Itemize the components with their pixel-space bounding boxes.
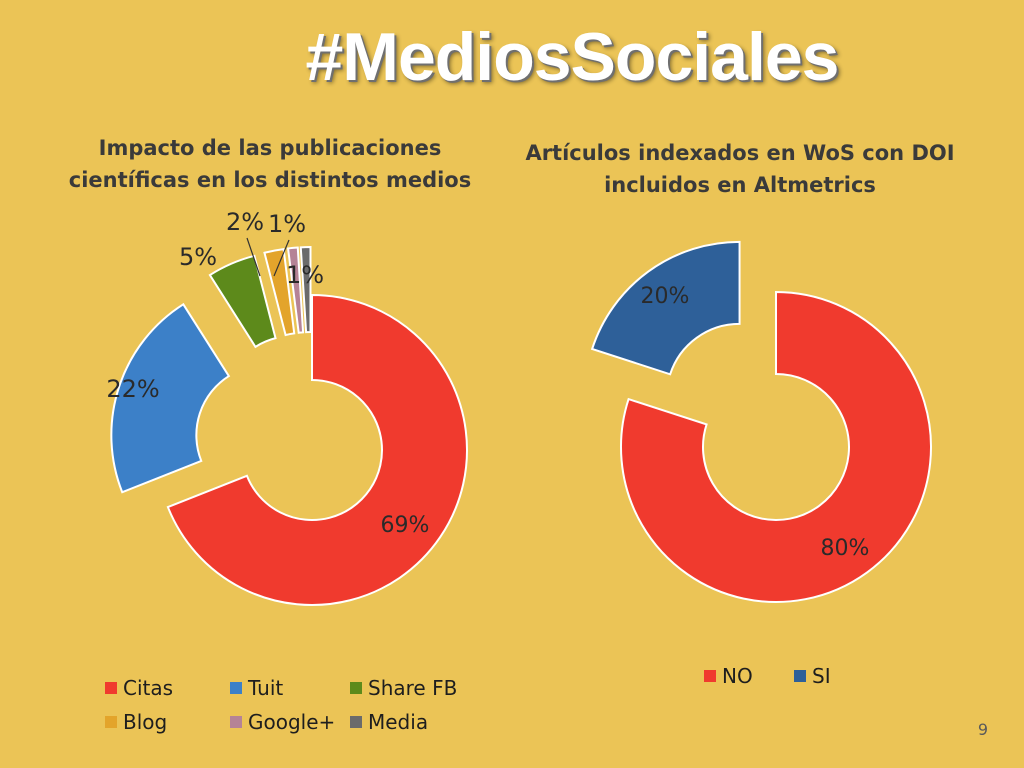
legend-item-no: NO <box>704 664 753 688</box>
legend-item-google: Google+ <box>230 710 335 734</box>
legend-swatch <box>350 682 362 694</box>
data-label-no-1: 80% <box>821 536 870 561</box>
data-label-si-1: 20% <box>641 284 690 309</box>
slide-title: #MediosSociales <box>305 19 839 95</box>
data-label-media-0: 1% <box>286 261 324 289</box>
data-label-citas-0: 69% <box>381 513 430 538</box>
legend-swatch <box>105 682 117 694</box>
slice-media-0 <box>299 246 312 334</box>
chart-title-impacto: Impacto de las publicaciones científicas… <box>68 136 472 192</box>
chart-title-articulos: Artículos indexados en WoS con DOI inclu… <box>525 141 955 197</box>
legend-label: Tuit <box>248 676 284 700</box>
slice-share-fb-0 <box>208 254 277 349</box>
legend-item-share-fb: Share FB <box>350 676 457 700</box>
legend-label: Share FB <box>368 676 458 700</box>
legend-item-blog: Blog <box>105 710 167 734</box>
legend-swatch <box>230 682 242 694</box>
leader-line-blog <box>246 237 261 277</box>
legend-label: NO <box>722 664 753 688</box>
legend-swatch <box>704 670 716 682</box>
data-label-tuit-0: 22% <box>106 375 159 403</box>
slice-citas-0 <box>166 293 468 606</box>
page-number: 9 <box>977 720 988 739</box>
legend-swatch <box>350 716 362 728</box>
leader-line-google <box>273 239 290 277</box>
legend-item-citas: Citas <box>105 676 173 700</box>
legend-label: Google+ <box>248 710 336 734</box>
legend-swatch <box>230 716 242 728</box>
legend-swatch <box>794 670 806 682</box>
slice-blog-0 <box>263 247 296 337</box>
data-label-blog-0: 2% <box>226 208 264 236</box>
data-label-share-fb-0: 5% <box>179 243 217 271</box>
legend-item-tuit: Tuit <box>230 676 283 700</box>
slice-si-1 <box>590 240 741 376</box>
data-label-google-0: 1% <box>268 210 306 238</box>
slice-tuit-0 <box>110 302 231 494</box>
legend-label: Media <box>368 710 429 734</box>
slice-google-0 <box>286 246 305 334</box>
legend-item-si: SI <box>794 664 831 688</box>
legend-label: SI <box>812 664 831 688</box>
legend-item-media: Media <box>350 710 428 734</box>
legend-label: Blog <box>123 710 168 734</box>
legend-swatch <box>105 716 117 728</box>
slice-no-1 <box>620 290 932 603</box>
legend-label: Citas <box>123 676 174 700</box>
